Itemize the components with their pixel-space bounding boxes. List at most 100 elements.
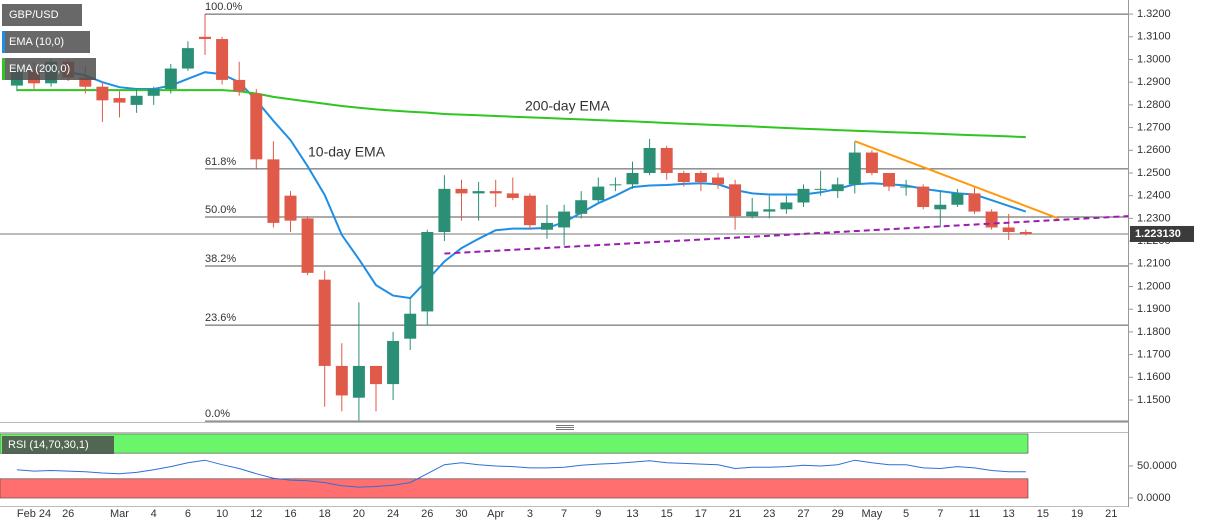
- legend-box: [2, 4, 82, 26]
- candle-body: [267, 159, 280, 223]
- y-tick-label: 1.2400: [1137, 190, 1171, 202]
- candle-body: [575, 200, 588, 214]
- x-tick-label: Mar: [110, 508, 129, 520]
- candle-body: [301, 218, 314, 273]
- candle-body: [130, 95, 143, 105]
- candle-body: [233, 79, 246, 92]
- y-tick-label: 1.3200: [1137, 8, 1171, 20]
- fib-label: 23.6%: [205, 312, 236, 324]
- candle-body: [968, 193, 981, 212]
- candle-body: [387, 340, 400, 385]
- y-tick-label: 1.2000: [1137, 280, 1171, 292]
- candle-body: [489, 191, 502, 194]
- candle-body: [284, 195, 297, 221]
- x-tick-label: 21: [729, 508, 741, 520]
- y-tick-label: 50.0000: [1137, 460, 1177, 472]
- candle-body: [934, 204, 947, 210]
- x-tick-label: May: [862, 508, 883, 520]
- candle-body: [677, 172, 690, 183]
- candle-body: [438, 188, 451, 232]
- candle-body: [865, 152, 878, 173]
- y-tick-label: 1.1900: [1137, 303, 1171, 315]
- candle-body: [96, 86, 109, 101]
- y-tick-label: 1.2600: [1137, 144, 1171, 156]
- legend-swatch: [2, 58, 5, 80]
- x-tick-label: 24: [387, 508, 399, 520]
- rsi-band: [0, 478, 1029, 499]
- x-tick-label: 6: [185, 508, 191, 520]
- candle-body: [609, 184, 622, 186]
- candle-body: [113, 98, 126, 103]
- candle-body: [164, 68, 177, 89]
- candle-body: [199, 36, 211, 40]
- candle-body: [472, 191, 485, 194]
- candle-body: [335, 365, 348, 396]
- legend-box: [2, 436, 114, 454]
- legend-box: [2, 31, 90, 53]
- x-tick-label: 15: [661, 508, 673, 520]
- x-tick-label: 13: [1003, 508, 1015, 520]
- x-tick-label: 18: [319, 508, 331, 520]
- candle-body: [523, 195, 536, 226]
- candle-body: [951, 193, 964, 205]
- candle-body: [592, 186, 605, 201]
- x-tick-label: 20: [353, 508, 365, 520]
- x-tick-label: 15: [1037, 508, 1049, 520]
- candle-body: [900, 186, 913, 188]
- candle-body: [250, 93, 263, 160]
- x-tick-label: 29: [832, 508, 844, 520]
- x-tick-label: 12: [250, 508, 262, 520]
- x-tick-label: 19: [1071, 508, 1083, 520]
- candle-body: [729, 184, 742, 217]
- x-tick-label: 30: [455, 508, 467, 520]
- candle-body: [831, 184, 844, 192]
- candle-body: [694, 172, 707, 183]
- candle-body: [985, 211, 998, 228]
- y-tick-label: 1.1500: [1137, 394, 1171, 406]
- last-price-label: 1.223130: [1135, 228, 1181, 240]
- trendline: [444, 215, 1129, 255]
- candle-body: [455, 188, 468, 194]
- candle-body: [883, 172, 895, 187]
- x-tick-label: 21: [1105, 508, 1117, 520]
- y-tick-label: 1.2700: [1137, 121, 1171, 133]
- x-tick-label: 16: [284, 508, 296, 520]
- candle-body: [558, 211, 571, 228]
- y-tick-label: 1.1800: [1137, 326, 1171, 338]
- legend-swatch: [2, 31, 5, 53]
- x-tick-label: 10: [216, 508, 228, 520]
- rsi-band: [0, 433, 1029, 454]
- legend-box: [2, 58, 96, 80]
- rsi-line: [16, 459, 1026, 488]
- x-tick-label: 7: [561, 508, 567, 520]
- candle-body: [541, 222, 553, 230]
- candle-body: [626, 172, 639, 185]
- candle-body: [421, 231, 434, 312]
- ema-line: [16, 89, 1026, 139]
- splitter: [556, 425, 574, 430]
- annotation: 200-day EMA: [525, 98, 610, 114]
- annotation: 10-day EMA: [308, 144, 386, 160]
- x-tick-label: 4: [151, 508, 157, 520]
- y-tick-label: 1.2900: [1137, 76, 1171, 88]
- legend-label: RSI (14,70,30,1): [8, 439, 89, 451]
- candle-body: [746, 211, 759, 217]
- y-tick-label: 1.2100: [1137, 258, 1171, 270]
- y-tick-label: 1.1700: [1137, 348, 1171, 360]
- trendline: [854, 140, 1059, 220]
- x-tick-label: 17: [695, 508, 707, 520]
- candle-body: [506, 193, 519, 198]
- legend-label: EMA (200,0): [9, 63, 70, 75]
- candle-body: [1002, 227, 1015, 232]
- candle-body: [216, 39, 229, 80]
- candle-body: [318, 279, 331, 366]
- x-tick-label: 5: [903, 508, 909, 520]
- candle-body: [917, 186, 930, 208]
- x-tick-label: Apr: [487, 508, 504, 520]
- x-tick-label: 11: [969, 508, 980, 520]
- x-tick-label: 26: [421, 508, 433, 520]
- fib-label: 100.0%: [205, 1, 243, 13]
- y-tick-label: 1.3100: [1137, 31, 1171, 43]
- x-tick-label: 7: [937, 508, 943, 520]
- x-tick-label: 27: [797, 508, 809, 520]
